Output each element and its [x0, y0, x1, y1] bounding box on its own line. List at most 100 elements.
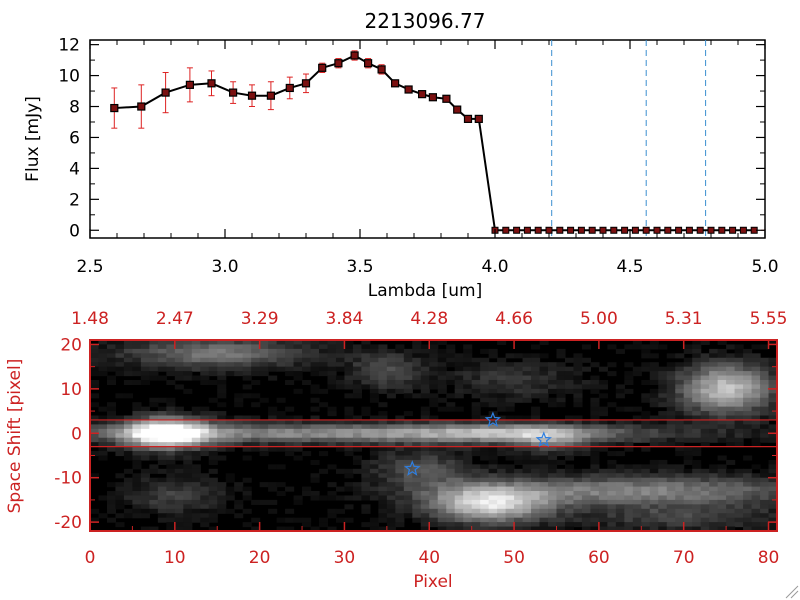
image-pixel — [463, 522, 473, 528]
image-pixel — [251, 415, 261, 421]
image-pixel — [234, 513, 244, 519]
image-pixel — [658, 486, 668, 492]
image-pixel — [598, 379, 608, 386]
image-pixel — [217, 348, 227, 354]
image-pixel — [683, 477, 693, 483]
image-pixel — [217, 353, 227, 359]
image-pixel — [505, 473, 515, 479]
image-pixel — [369, 371, 379, 377]
image-pixel — [700, 362, 710, 368]
image-pixel — [335, 348, 346, 354]
image-pixel — [700, 508, 710, 514]
image-pixel — [378, 384, 388, 390]
image-pixel — [624, 477, 634, 483]
image-pixel — [420, 406, 430, 412]
image-pixel — [760, 406, 770, 412]
image-pixel — [234, 357, 244, 363]
image-pixel — [556, 402, 566, 408]
image-pixel — [717, 340, 727, 346]
image-pixel — [191, 473, 201, 479]
star-icon — [535, 431, 552, 447]
image-pixel — [539, 491, 549, 497]
image-pixel — [446, 419, 456, 425]
image-pixel — [522, 455, 532, 461]
image-pixel — [420, 464, 430, 470]
image-pixel — [581, 486, 592, 492]
image-pixel — [675, 437, 685, 443]
image-pixel — [768, 424, 778, 430]
image-pixel — [412, 459, 422, 465]
image-pixel — [514, 473, 524, 479]
image-pixel — [386, 446, 396, 452]
image-pixel — [251, 526, 261, 532]
image-pixel — [675, 486, 685, 492]
image-pixel — [166, 397, 176, 403]
image-pixel — [420, 495, 430, 501]
image-pixel — [378, 464, 388, 470]
image-pixel — [369, 526, 379, 532]
image-pixel — [420, 486, 430, 492]
image-pixel — [598, 393, 608, 399]
image-pixel — [242, 522, 252, 528]
image-pixel — [480, 517, 490, 523]
data-point — [599, 226, 607, 234]
image-pixel — [327, 482, 337, 488]
image-pixel — [497, 424, 507, 430]
image-pixel — [200, 482, 210, 488]
image-pixel — [615, 495, 625, 501]
image-pixel — [683, 348, 693, 354]
image-pixel — [174, 348, 184, 354]
image-pixel — [471, 388, 481, 394]
image-pixel — [692, 504, 702, 510]
image-pixel — [607, 371, 617, 377]
image-pixel — [522, 513, 532, 519]
image-pixel — [319, 468, 329, 474]
image-pixel — [709, 353, 719, 359]
image-pixel — [420, 362, 430, 368]
image-pixel — [666, 517, 676, 523]
image-pixel — [420, 366, 430, 372]
image-pixel — [649, 491, 659, 497]
image-pixel — [548, 402, 558, 408]
image-pixel — [319, 366, 329, 372]
x-tick-label: 2.5 — [76, 257, 103, 277]
reference-lines — [495, 40, 765, 238]
image-pixel — [717, 379, 727, 386]
image-pixel — [335, 486, 346, 492]
image-pixel — [352, 388, 363, 394]
image-pixel — [743, 517, 753, 523]
image-pixel — [352, 491, 363, 497]
image-pixel — [106, 428, 117, 434]
image-pixel — [709, 499, 719, 505]
image-pixel — [191, 468, 201, 474]
image-pixel — [378, 459, 388, 465]
image-pixel — [700, 371, 710, 377]
image-pixel — [581, 526, 592, 532]
data-point — [418, 90, 427, 99]
image-pixel — [437, 504, 447, 510]
resize-grip-icon[interactable] — [785, 585, 799, 599]
image-pixel — [285, 348, 295, 354]
image-pixel — [615, 468, 625, 474]
image-pixel — [463, 428, 473, 434]
image-pixel — [556, 513, 566, 519]
image-pixel — [768, 477, 778, 483]
image-pixel — [590, 526, 600, 532]
image-pixel — [327, 340, 337, 346]
image-pixel — [632, 424, 642, 430]
image-pixel — [319, 371, 329, 377]
image-pixel — [531, 406, 541, 412]
image-pixel — [352, 362, 363, 368]
image-pixel — [310, 442, 320, 448]
image-pixel — [183, 340, 193, 346]
image-pixel — [327, 495, 337, 501]
data-point — [391, 79, 400, 88]
image-pixel — [497, 388, 507, 394]
image-pixel — [598, 517, 608, 523]
image-pixel — [700, 406, 710, 412]
image-pixel — [208, 348, 218, 354]
image-pixel — [573, 491, 583, 497]
image-pixel — [200, 375, 210, 381]
image-pixel — [463, 353, 473, 359]
